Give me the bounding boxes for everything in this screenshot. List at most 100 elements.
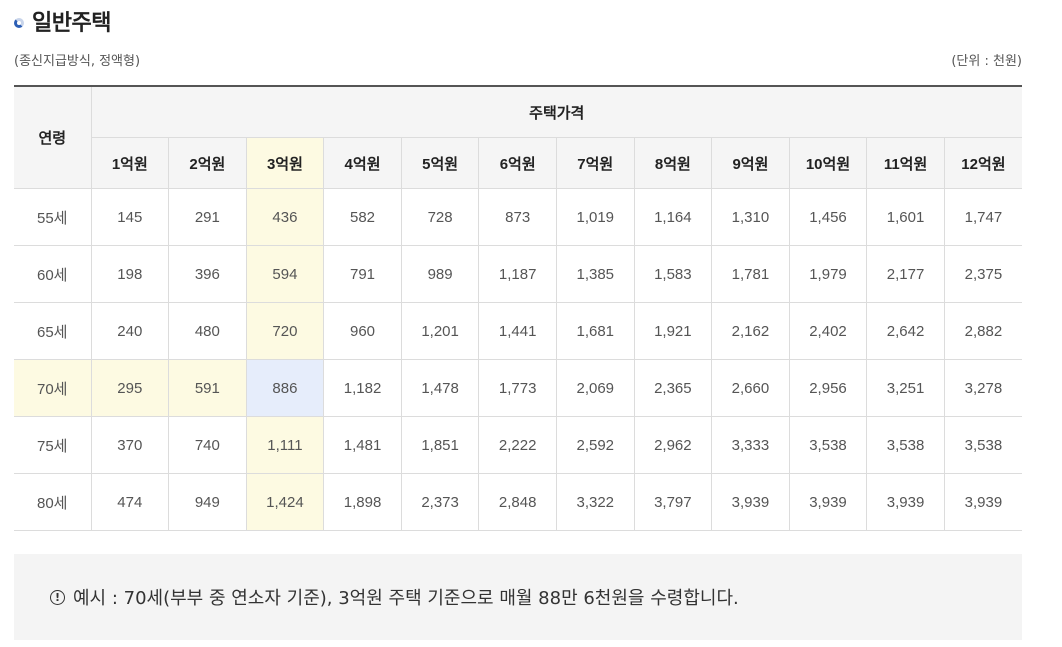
value-cell: 1,441 bbox=[478, 302, 557, 360]
value-cell: 594 bbox=[245, 245, 324, 303]
table-row: 70세 295 591 886 1,182 1,478 1,773 2,069 2,365 2,6… bbox=[14, 359, 1022, 417]
value-cell: 2,375 bbox=[943, 245, 1022, 303]
value-cell: 3,278 bbox=[943, 359, 1022, 417]
value-cell: 1,851 bbox=[400, 416, 479, 474]
age-header: 연령 bbox=[14, 86, 91, 189]
price-column-header: 8억원 bbox=[633, 137, 712, 189]
pension-table: 연령 주택가격 1억원 2억원 3억원 4억원 5억원 6억원 7억원 8억원 9억원 10억원 1… bbox=[14, 85, 1022, 531]
value-cell: 1,481 bbox=[323, 416, 402, 474]
value-cell: 1,898 bbox=[323, 473, 402, 531]
value-cell: 2,962 bbox=[633, 416, 712, 474]
value-cell: 480 bbox=[168, 302, 247, 360]
price-column-header: 10억원 bbox=[788, 137, 867, 189]
price-column-header: 5억원 bbox=[400, 137, 479, 189]
value-cell: 3,538 bbox=[788, 416, 867, 474]
table-row: 60세 198 396 594 791 989 1,187 1,385 1,583 1,781 1,… bbox=[14, 245, 1022, 303]
price-column-header: 4억원 bbox=[323, 137, 402, 189]
value-cell: 3,251 bbox=[866, 359, 945, 417]
value-cell: 1,385 bbox=[555, 245, 635, 303]
price-columns-row: 1억원 2억원 3억원 4억원 5억원 6억원 7억원 8억원 9억원 10억원 11억원 12억원 bbox=[14, 137, 1022, 189]
age-cell: 65세 bbox=[14, 302, 91, 360]
value-cell: 1,921 bbox=[633, 302, 712, 360]
value-cell: 2,365 bbox=[633, 359, 712, 417]
value-cell: 2,069 bbox=[555, 359, 635, 417]
table-header-row: 연령 주택가격 bbox=[14, 86, 1022, 189]
value-cell: 1,111 bbox=[245, 416, 324, 474]
value-cell: 370 bbox=[90, 416, 169, 474]
unit-label: (단위 : 천원) bbox=[951, 54, 1022, 69]
value-cell: 2,222 bbox=[478, 416, 557, 474]
value-cell: 949 bbox=[168, 473, 247, 531]
price-column-header: 3억원 bbox=[245, 137, 324, 189]
table-row: 65세 240 480 720 960 1,201 1,441 1,681 1,921 2,162… bbox=[14, 302, 1022, 360]
age-cell: 75세 bbox=[14, 416, 91, 474]
table-row: 55세 145 291 436 582 728 873 1,019 1,164 1,310 1,45… bbox=[14, 188, 1022, 246]
value-cell: 396 bbox=[168, 245, 247, 303]
value-cell: 436 bbox=[245, 188, 324, 246]
price-column-header: 7억원 bbox=[555, 137, 635, 189]
value-cell: 989 bbox=[400, 245, 479, 303]
value-cell: 3,538 bbox=[943, 416, 1022, 474]
value-cell: 960 bbox=[323, 302, 402, 360]
value-cell: 2,956 bbox=[788, 359, 867, 417]
value-cell: 1,781 bbox=[711, 245, 790, 303]
value-cell: 295 bbox=[90, 359, 169, 417]
title-row: 일반주택 bbox=[14, 6, 111, 36]
value-cell: 1,424 bbox=[245, 473, 324, 531]
value-cell: 291 bbox=[168, 188, 247, 246]
price-column-header: 11억원 bbox=[866, 137, 945, 189]
title-bullet-icon bbox=[14, 18, 24, 28]
value-cell: 3,322 bbox=[555, 473, 635, 531]
price-header: 주택가격 bbox=[90, 86, 1022, 138]
value-cell: 2,642 bbox=[866, 302, 945, 360]
value-cell: 720 bbox=[245, 302, 324, 360]
price-column-header: 9억원 bbox=[711, 137, 790, 189]
value-cell: 2,660 bbox=[711, 359, 790, 417]
exclamation-circle-icon: ! bbox=[50, 589, 65, 605]
value-cell: 1,456 bbox=[788, 188, 867, 246]
value-cell: 3,939 bbox=[866, 473, 945, 531]
value-cell: 1,478 bbox=[400, 359, 479, 417]
value-cell: 873 bbox=[478, 188, 557, 246]
value-cell: 1,601 bbox=[866, 188, 945, 246]
value-cell: 198 bbox=[90, 245, 169, 303]
age-cell: 60세 bbox=[14, 245, 91, 303]
value-cell: 3,797 bbox=[633, 473, 712, 531]
note-text: 예시 : 70세(부부 중 연소자 기준), 3억원 주택 기준으로 매월 88… bbox=[73, 588, 739, 609]
value-cell: 3,333 bbox=[711, 416, 790, 474]
table-row: 75세 370 740 1,111 1,481 1,851 2,222 2,592 2,962 3… bbox=[14, 416, 1022, 474]
value-cell: 1,182 bbox=[323, 359, 402, 417]
price-column-header: 2억원 bbox=[168, 137, 247, 189]
value-cell: 591 bbox=[168, 359, 247, 417]
value-cell: 1,979 bbox=[788, 245, 867, 303]
value-cell: 1,019 bbox=[555, 188, 635, 246]
payment-method-label: (종신지급방식, 정액형) bbox=[14, 54, 141, 69]
value-cell: 1,187 bbox=[478, 245, 557, 303]
table-body: 55세 145 291 436 582 728 873 1,019 1,164 1,310 1,45… bbox=[14, 188, 1022, 531]
value-cell: 2,162 bbox=[711, 302, 790, 360]
value-cell: 3,939 bbox=[711, 473, 790, 531]
value-cell: 2,402 bbox=[788, 302, 867, 360]
value-cell: 240 bbox=[90, 302, 169, 360]
value-cell: 740 bbox=[168, 416, 247, 474]
value-cell: 145 bbox=[90, 188, 169, 246]
value-cell: 2,592 bbox=[555, 416, 635, 474]
value-cell: 1,201 bbox=[400, 302, 479, 360]
value-cell: 1,310 bbox=[711, 188, 790, 246]
value-cell: 2,882 bbox=[943, 302, 1022, 360]
price-column-header: 12억원 bbox=[943, 137, 1022, 189]
value-cell: 886 bbox=[245, 359, 324, 417]
value-cell: 791 bbox=[323, 245, 402, 303]
value-cell: 3,939 bbox=[943, 473, 1022, 531]
value-cell: 1,773 bbox=[478, 359, 557, 417]
value-cell: 1,164 bbox=[633, 188, 712, 246]
value-cell: 2,373 bbox=[400, 473, 479, 531]
value-cell: 2,848 bbox=[478, 473, 557, 531]
age-cell: 70세 bbox=[14, 359, 91, 417]
price-column-header: 1억원 bbox=[90, 137, 169, 189]
value-cell: 1,681 bbox=[555, 302, 635, 360]
value-cell: 582 bbox=[323, 188, 402, 246]
age-cell: 55세 bbox=[14, 188, 91, 246]
value-cell: 1,583 bbox=[633, 245, 712, 303]
value-cell: 3,939 bbox=[788, 473, 867, 531]
